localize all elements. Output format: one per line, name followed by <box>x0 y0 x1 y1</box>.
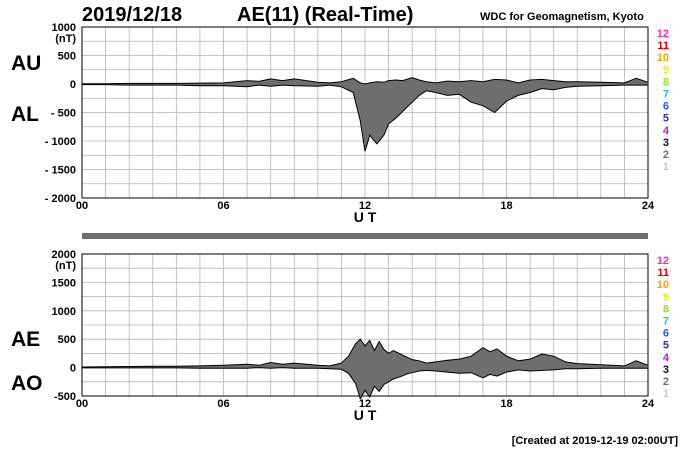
y-tick-label: 2000 <box>52 249 76 261</box>
y-tick-label: 0 <box>70 79 76 91</box>
chart-date: 2019/12/18 <box>82 4 183 26</box>
au-series-line <box>82 77 649 85</box>
x-tick-label: 18 <box>500 200 512 212</box>
month-legend-item: 5 <box>663 113 669 125</box>
al-series-line <box>82 84 648 152</box>
month-legend-item: 8 <box>663 76 669 88</box>
x-tick-label: 00 <box>76 200 88 212</box>
month-legend-item: 9 <box>663 64 669 76</box>
series-band <box>82 77 648 152</box>
month-legend-item: 1 <box>663 161 669 173</box>
ao-label: AO <box>11 372 43 395</box>
month-legend-item: 1 <box>663 388 669 400</box>
y-unit-label: (nT) <box>55 260 76 272</box>
y-tick-label: - 1500 <box>45 165 76 177</box>
month-legend-item: 8 <box>663 303 669 315</box>
data-source-label: WDC for Geomagnetism, Kyoto <box>480 11 644 23</box>
x-tick-label: 24 <box>642 200 655 212</box>
y-tick-label: - 500 <box>51 108 76 120</box>
series-band <box>82 339 648 399</box>
month-legend-item: 6 <box>663 101 669 113</box>
month-legend-item: 4 <box>663 125 670 137</box>
month-legend-item: 12 <box>657 28 669 40</box>
month-legend-item: 4 <box>663 352 670 364</box>
x-tick-label: 18 <box>500 398 512 410</box>
month-legend-item: 12 <box>657 255 669 267</box>
y-unit-label: (nT) <box>55 33 76 45</box>
y-tick-label: -500 <box>54 391 76 403</box>
plot-frame <box>81 26 649 199</box>
chart-title: AE(11) (Real-Time) <box>237 4 414 26</box>
month-legend-item: 10 <box>657 52 669 64</box>
panel-separator <box>82 233 648 239</box>
ae-label: AE <box>11 328 41 351</box>
month-legend-item: 6 <box>663 328 669 340</box>
month-legend-item: 10 <box>657 279 669 291</box>
y-tick-label: 1000 <box>52 306 76 318</box>
y-tick-label: 500 <box>58 334 76 346</box>
month-legend-item: 11 <box>657 40 669 52</box>
month-legend-item: 7 <box>663 89 669 101</box>
month-legend-item: 2 <box>663 376 669 388</box>
month-legend-item: 11 <box>657 267 669 279</box>
ae-series-line <box>81 338 649 368</box>
x-axis-label: U T <box>354 209 377 225</box>
x-tick-label: 00 <box>76 398 88 410</box>
month-legend-item: 3 <box>663 137 669 149</box>
y-tick-label: 1500 <box>52 277 76 289</box>
y-tick-label: 0 <box>70 363 76 375</box>
month-legend-item: 3 <box>663 364 669 376</box>
plot-frame <box>81 253 649 397</box>
x-tick-label: 24 <box>642 398 655 410</box>
y-tick-label: 500 <box>58 51 76 63</box>
month-legend-item: 2 <box>663 149 669 161</box>
month-legend-item: 5 <box>663 340 669 352</box>
x-tick-label: 06 <box>217 398 229 410</box>
y-tick-label: - 1000 <box>45 136 76 148</box>
x-axis-label: U T <box>354 407 377 423</box>
x-tick-label: 06 <box>217 200 229 212</box>
created-timestamp: [Created at 2019-12-19 02:00UT] <box>511 435 678 447</box>
month-legend-item: 7 <box>663 316 669 328</box>
al-label: AL <box>11 103 39 126</box>
au-label: AU <box>11 52 42 75</box>
x-tick-label: 12 <box>359 200 371 212</box>
ao-series-line <box>82 367 648 401</box>
y-tick-label: - 2000 <box>45 193 76 205</box>
x-tick-label: 12 <box>359 398 371 410</box>
y-tick-label: 1000 <box>52 22 76 34</box>
month-legend-item: 9 <box>663 291 669 303</box>
